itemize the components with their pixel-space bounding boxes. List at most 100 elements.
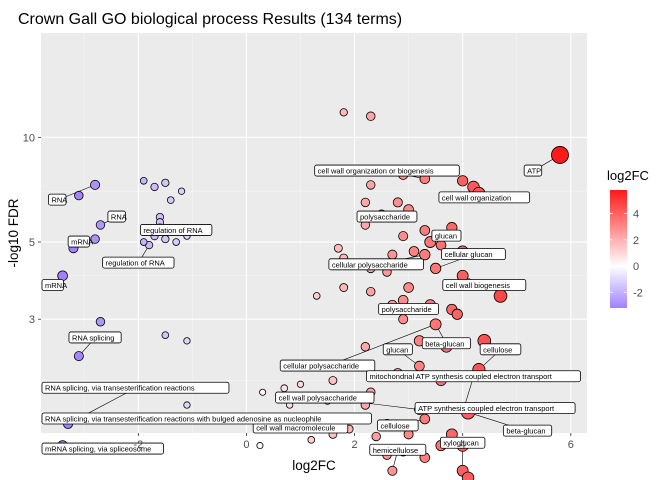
y-tick-label: 5 — [29, 237, 35, 249]
term-label: RNA — [51, 196, 67, 205]
data-point — [95, 317, 106, 327]
data-point — [408, 246, 420, 257]
data-point — [360, 342, 371, 352]
term-label: mitochondrial ATP synthesis coupled elec… — [370, 372, 553, 381]
term-label: glucan — [386, 345, 408, 354]
legend-ticks: 4 2 0 -2 — [610, 209, 643, 299]
label-box — [382, 343, 413, 356]
data-point — [183, 337, 191, 345]
legend-tick-label: 0 — [633, 261, 639, 273]
y-axis-title: -log10 FDR — [6, 198, 21, 267]
label-box — [41, 381, 230, 394]
term-label: beta-glucan — [506, 427, 545, 436]
label-leader — [327, 324, 436, 367]
data-point — [259, 388, 267, 396]
chart-title: Crown Gall GO biological process Results… — [18, 11, 402, 28]
term-label: cell wall macromolecule — [256, 424, 335, 433]
data-point — [371, 431, 381, 442]
data-point — [161, 331, 170, 339]
label-box — [479, 343, 522, 356]
label-box — [41, 279, 64, 291]
data-point — [414, 360, 425, 372]
x-tick-label: 2 — [351, 439, 357, 451]
data-point — [419, 249, 431, 261]
term-label: RNA splicing — [72, 333, 115, 342]
term-label: cell wall biogenesis — [446, 281, 510, 290]
label-box — [107, 210, 126, 223]
label-box — [279, 359, 376, 372]
x-tick-label: 6 — [568, 439, 574, 451]
data-point — [339, 108, 348, 117]
data-point — [183, 401, 191, 409]
x-tick-label: -2 — [133, 439, 143, 451]
label-box — [369, 443, 427, 456]
label-box — [314, 164, 460, 177]
legend-tick-label: 2 — [633, 235, 639, 247]
term-label: xyloglucan — [443, 439, 478, 448]
term-label: polysaccharide — [360, 213, 410, 222]
x-tick-label: 0 — [243, 439, 249, 451]
x-axis-title: log2FC — [292, 458, 336, 473]
term-label: glucan — [435, 232, 457, 241]
label-box — [67, 235, 90, 248]
term-label: cellulose — [380, 421, 409, 430]
y-tick-label: 10 — [23, 132, 35, 144]
data-point — [90, 234, 100, 244]
data-point — [493, 289, 508, 303]
data-point — [161, 178, 170, 187]
term-label: mRNA — [71, 238, 93, 247]
legend-tick-label: 4 — [633, 209, 639, 221]
label-box — [378, 303, 439, 315]
term-label: beta-glucan — [425, 339, 464, 348]
x-tick-label: 4 — [460, 439, 466, 451]
data-point — [139, 177, 148, 185]
term-label: RNA splicing, via transesterification re… — [45, 414, 321, 423]
data-point — [366, 111, 376, 121]
term-label: cellular polysaccharide — [332, 260, 408, 269]
label-box — [438, 191, 531, 204]
label-box — [140, 224, 213, 236]
data-point — [177, 187, 186, 195]
term-label: hemicellulose — [373, 446, 418, 455]
data-point — [90, 179, 101, 190]
label-box — [431, 229, 462, 242]
data-point — [387, 465, 398, 476]
term-label: cellular glucan — [445, 250, 493, 259]
label-box — [41, 442, 164, 455]
term-label: cell wall polysaccharide — [279, 394, 357, 403]
label-box — [366, 370, 581, 383]
label-box — [102, 256, 175, 269]
data-point — [328, 376, 338, 385]
data-point — [339, 283, 349, 292]
data-point — [74, 190, 84, 201]
term-label: RNA — [111, 213, 127, 222]
term-label: cellulose — [483, 345, 512, 354]
label-box — [377, 419, 419, 432]
x-axis-ticks: -2 0 2 4 6 — [133, 433, 574, 451]
data-point — [366, 180, 376, 190]
term-label: RNA splicing, via transesterification re… — [45, 384, 195, 393]
term-label: cellular polysaccharide — [283, 362, 359, 371]
label-box — [48, 193, 67, 206]
label-box — [440, 436, 486, 449]
data-point — [430, 262, 442, 274]
data-point — [312, 292, 321, 300]
term-label: ATP synthesis coupled electron transport — [418, 404, 555, 413]
data-point — [398, 314, 409, 325]
label-box — [414, 402, 576, 415]
term-label: regulation of RNA — [106, 259, 165, 268]
data-point — [419, 413, 431, 425]
data-point — [429, 318, 442, 331]
data-point — [392, 197, 403, 208]
data-point — [95, 220, 106, 230]
data-point — [307, 436, 316, 444]
label-box — [421, 337, 472, 350]
data-point — [296, 380, 305, 388]
data-point — [256, 442, 264, 450]
term-label: mRNA splicing, via spliceosome — [45, 445, 151, 454]
data-point — [161, 234, 170, 244]
label-box — [441, 248, 506, 261]
label-box — [442, 279, 527, 291]
data-point — [172, 238, 180, 246]
